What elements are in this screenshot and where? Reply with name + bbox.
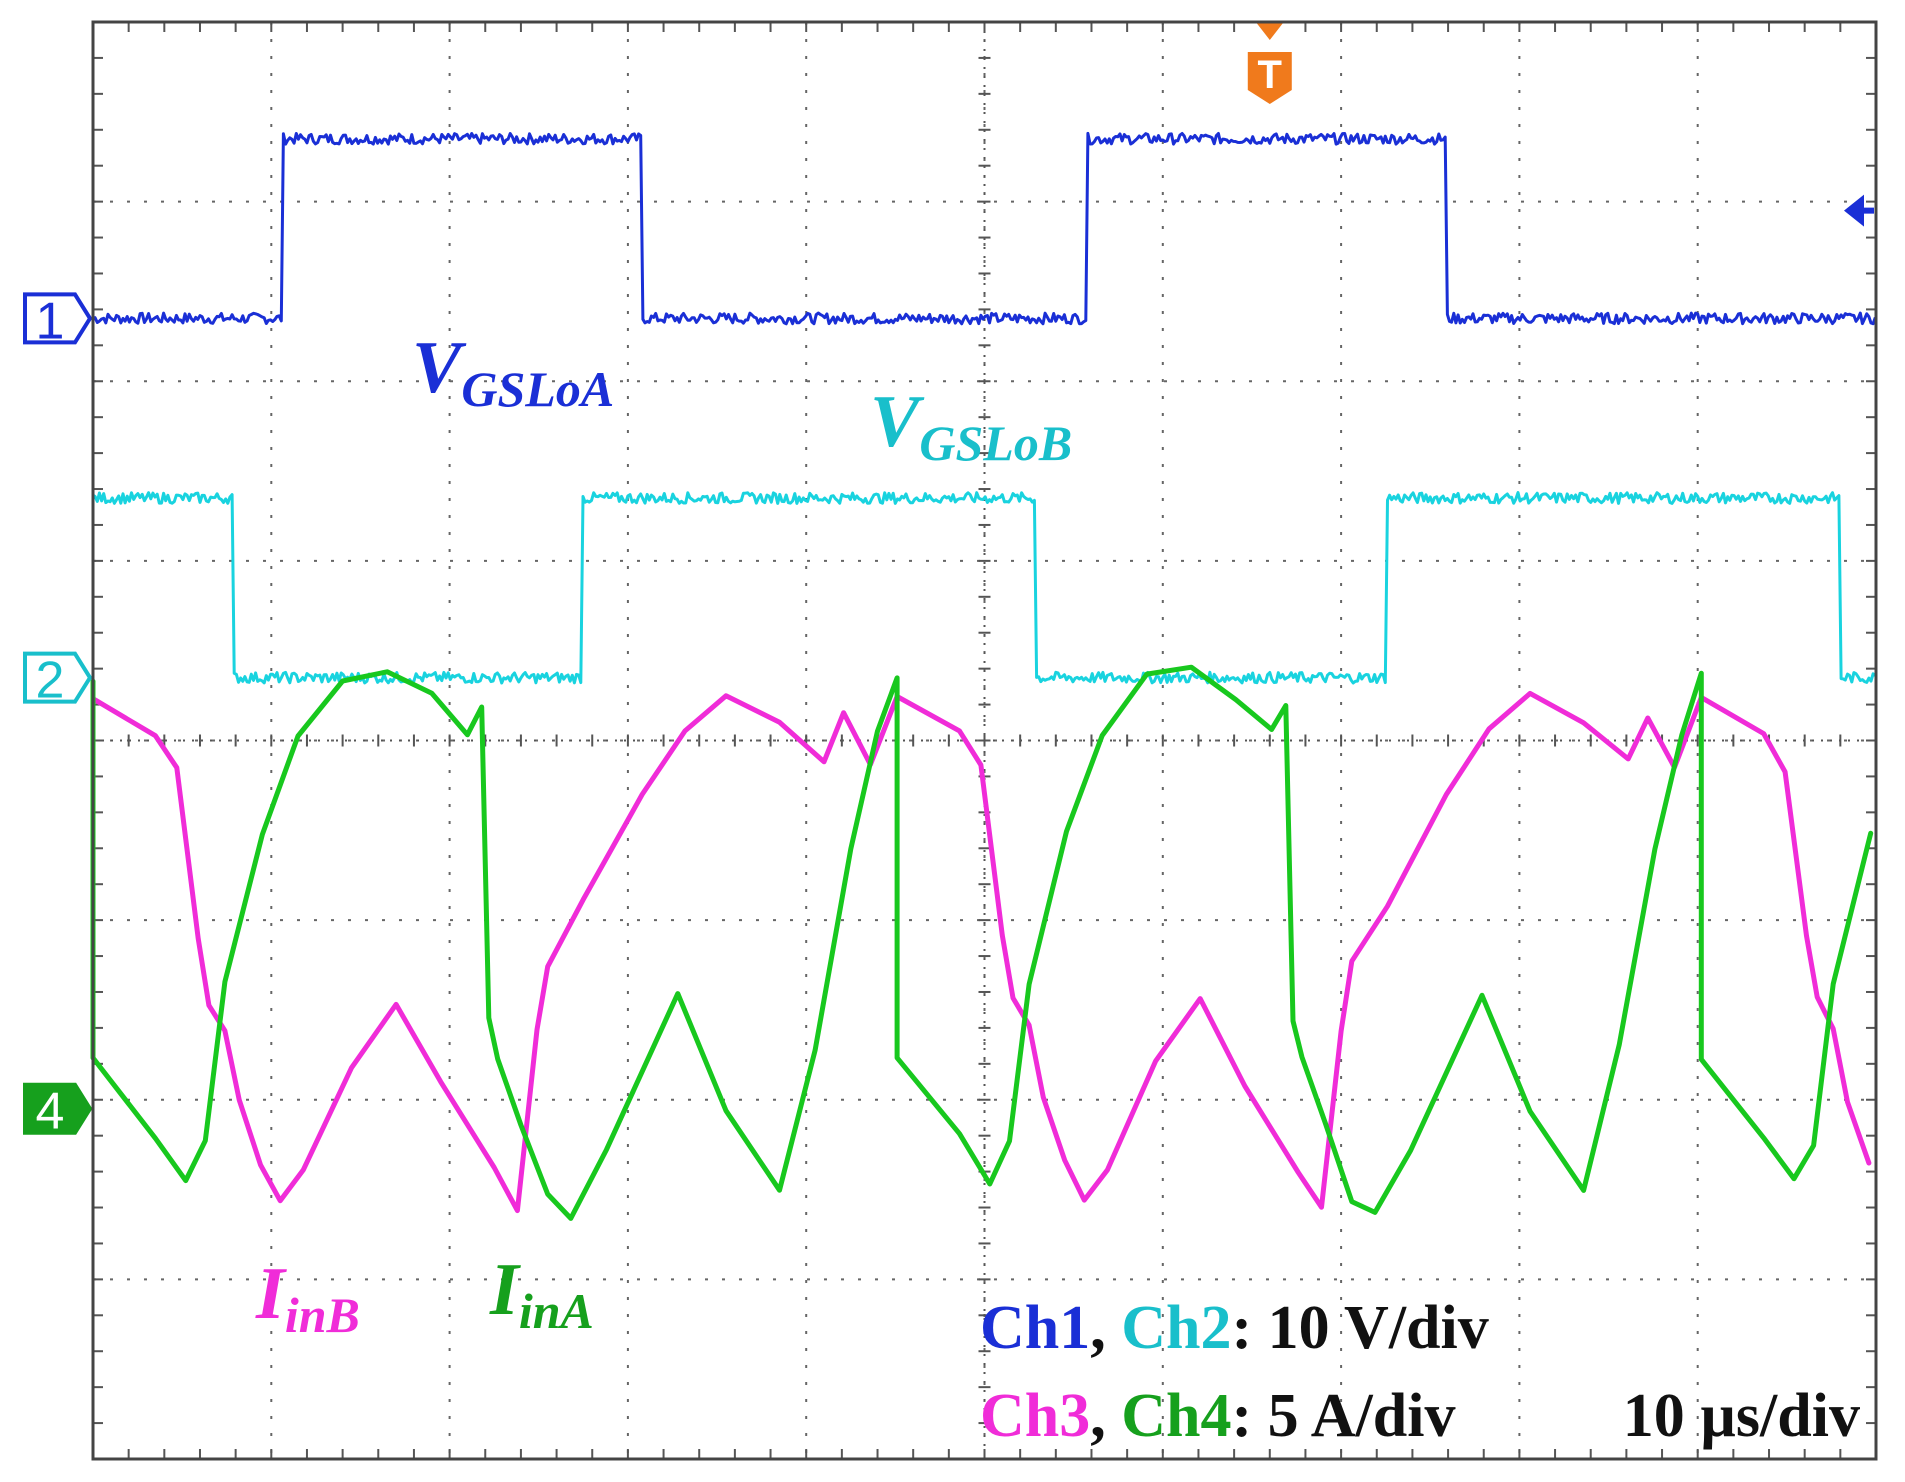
plot-frame — [91, 20, 1878, 1461]
trace-ch4 — [90, 664, 1874, 1221]
ch3-label: Ch3 — [980, 1382, 1090, 1450]
series-label-iina: IinA — [489, 1249, 594, 1339]
trigger-marker-label: T — [1258, 53, 1282, 97]
channel-marker-1[interactable]: 1 — [23, 292, 93, 350]
ch1-label: Ch1 — [980, 1294, 1090, 1362]
trace-ch1 — [92, 131, 1877, 326]
trigger-level-arrow-icon[interactable] — [1844, 194, 1874, 227]
channel-marker-label: 1 — [36, 292, 65, 350]
series-label-vgslob: VGSLoB — [870, 381, 1072, 471]
settings-line-current: Ch3, Ch4: 5 A/div — [980, 1382, 1455, 1450]
trace-ch2 — [92, 491, 1877, 685]
channel-marker-label: 2 — [36, 652, 65, 710]
settings-line-voltage: Ch1, Ch2: 10 V/div — [980, 1294, 1489, 1362]
channel-markers: 1 2 4 T — [23, 22, 1874, 1141]
series-label-iinb: IinB — [255, 1253, 360, 1343]
trace-ch3 — [90, 690, 1872, 1214]
ch2-label: Ch2 — [1121, 1294, 1231, 1362]
channel-marker-4[interactable]: 4 — [23, 1082, 93, 1141]
trigger-marker[interactable]: T — [1247, 22, 1292, 104]
ch4-label: Ch4 — [1121, 1382, 1231, 1450]
channel-marker-2[interactable]: 2 — [23, 651, 93, 710]
series-label-vgsloa: VGSLoA — [412, 327, 614, 417]
channel-marker-label: 4 — [36, 1083, 65, 1141]
traces — [90, 131, 1877, 1221]
timebase-readout: 10 µs/div — [1623, 1382, 1860, 1450]
